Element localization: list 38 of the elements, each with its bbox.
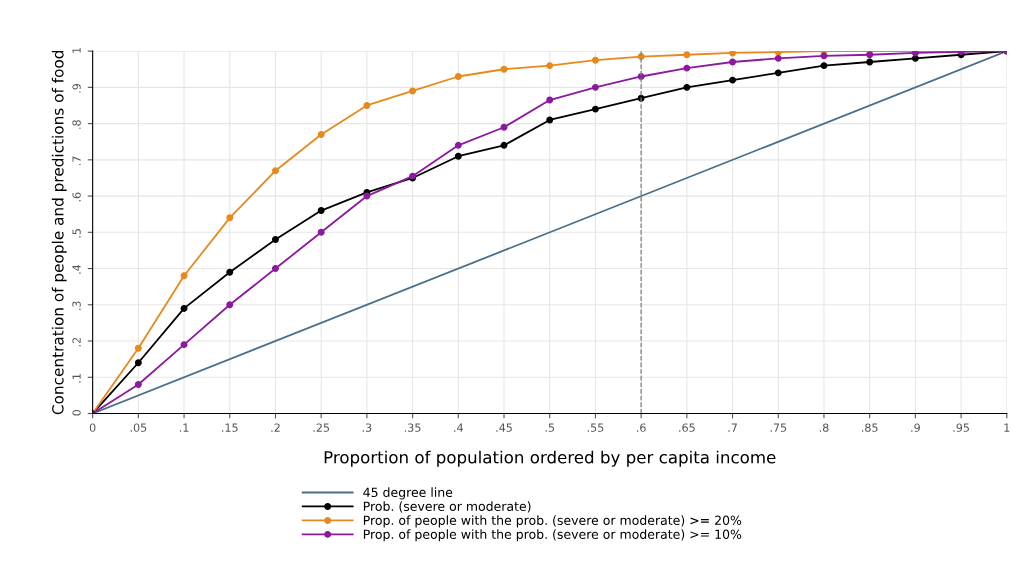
- x-tick-label: .15: [222, 423, 238, 432]
- x-tick-label: .85: [862, 423, 878, 432]
- legend-label: 45 degree line: [363, 487, 453, 500]
- x-tick-label: .1: [179, 423, 189, 432]
- x-tick-label: .6: [637, 423, 646, 432]
- x-tick-label: 0: [89, 423, 96, 432]
- x-tick-label: .4: [454, 423, 463, 432]
- x-tick-label: .5: [545, 423, 555, 432]
- x-tick-label: .8: [819, 423, 829, 432]
- x-tick-label: .7: [728, 423, 737, 432]
- x-tick-label: .05: [130, 423, 147, 432]
- x-tick-label: .2: [271, 423, 280, 432]
- x-axis-title: Proportion of population ordered by per capita income: [324, 450, 776, 467]
- x-tick-label: .75: [770, 423, 787, 432]
- x-tick-label: .55: [587, 423, 604, 432]
- y-tick-label: .4: [72, 264, 81, 274]
- y-tick-label: .2: [72, 337, 81, 347]
- legend-label: Prop. of people with the prob. (severe or moderate) >= 10%: [363, 529, 742, 542]
- y-tick-label: 1: [72, 47, 81, 53]
- y-tick-label: .9: [72, 83, 81, 93]
- x-tick-label: .65: [679, 423, 695, 432]
- x-tick-label: .95: [953, 423, 969, 432]
- legend-label: Prop. of people with the prob. (severe or moderate) >= 20%: [363, 515, 742, 528]
- x-tick-label: .35: [404, 423, 421, 432]
- y-tick-label: .8: [72, 120, 81, 129]
- y-tick-label: .7: [72, 156, 81, 166]
- y-tick-label: .6: [72, 192, 81, 202]
- x-tick-label: .45: [496, 423, 512, 432]
- x-tick-label: .9: [911, 423, 920, 432]
- y-axis-title: Concentration of people and predictions of food: [51, 50, 67, 415]
- legend-label: Prob. (severe or moderate): [363, 501, 531, 513]
- y-tick-label: 0: [72, 410, 81, 416]
- y-tick-label: .5: [72, 229, 81, 238]
- x-tick-label: 1: [1004, 423, 1010, 432]
- y-tick-label: .1: [72, 374, 81, 383]
- y-tick-label: .3: [72, 301, 81, 310]
- x-tick-label: .3: [362, 423, 372, 432]
- x-tick-label: .25: [313, 423, 330, 432]
